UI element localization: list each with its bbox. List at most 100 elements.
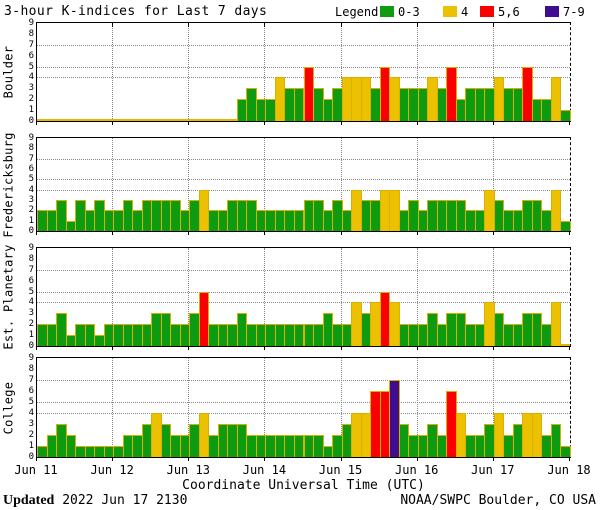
day-tick	[112, 347, 114, 350]
day-tick	[492, 347, 494, 350]
day-tick	[569, 122, 570, 125]
station-label-wrap: Boulder	[0, 22, 17, 122]
k-bar	[550, 424, 562, 457]
top-axis-tick	[264, 23, 266, 27]
gridline-day	[340, 358, 342, 457]
k-bar	[389, 189, 400, 231]
k-bar	[122, 119, 133, 121]
gridline-k5	[37, 402, 570, 403]
gridline-day	[264, 248, 266, 346]
y-tick-label: 4	[28, 184, 34, 195]
k-bar	[389, 302, 400, 346]
x-tick-label: Jun 11	[14, 463, 58, 477]
legend-swatch-5,6	[480, 6, 494, 17]
day-tick	[264, 122, 266, 125]
x-tick-label: Jun 16	[395, 463, 439, 477]
day-tick	[188, 458, 190, 461]
day-tick	[340, 458, 342, 461]
gridline-k5	[37, 179, 570, 181]
k-bar	[208, 119, 218, 121]
station-label: Boulder	[1, 45, 16, 99]
gridline-day	[416, 23, 418, 121]
day-tick	[340, 122, 342, 125]
y-tick-label: 8	[28, 28, 34, 39]
gridline-k4	[37, 189, 570, 191]
top-axis-tick	[112, 23, 114, 27]
chart-title: 3-hour K-indices for Last 7 days	[4, 4, 268, 19]
k-bar	[84, 324, 96, 346]
gridline-k7	[37, 380, 570, 381]
y-tick-label: 0	[28, 226, 34, 236]
k-bar	[160, 119, 171, 121]
y-tick-label: 2	[28, 430, 34, 440]
top-axis-tick	[416, 23, 418, 27]
day-tick	[492, 122, 494, 125]
station-label: Est. Planetary	[1, 244, 16, 350]
panel-college	[36, 357, 571, 458]
day-tick	[264, 232, 266, 235]
k-bar	[389, 380, 400, 457]
gridline-day	[416, 358, 418, 457]
day-tick	[416, 458, 418, 461]
day-tick	[492, 458, 494, 461]
k-bar	[550, 189, 562, 231]
y-tick-label: 3	[28, 83, 34, 94]
y-tick-label: 9	[28, 243, 34, 253]
y-tick-label: 9	[28, 353, 34, 363]
x-axis-title: Coordinate Universal Time (UTC)	[182, 478, 425, 493]
gridline-day	[416, 248, 418, 346]
k-bar	[94, 119, 104, 121]
day-tick	[36, 458, 37, 461]
k-bar	[446, 66, 457, 121]
y-tick-label: 2	[28, 205, 34, 216]
y-tick-label: 2	[28, 319, 34, 330]
station-label-wrap: Fredericksburg	[0, 132, 17, 237]
gridline-day	[264, 358, 266, 457]
day-tick	[416, 232, 418, 235]
gridline-day	[416, 138, 418, 231]
k-bar	[56, 200, 67, 231]
k-bar	[141, 119, 152, 121]
k-bar	[37, 119, 47, 121]
top-axis-tick	[188, 23, 190, 27]
day-tick	[36, 232, 37, 235]
y-tick-label: 8	[28, 143, 34, 154]
y-tick-label: 8	[28, 364, 34, 374]
y-tick-label: 9	[28, 133, 34, 143]
day-tick	[112, 122, 114, 125]
day-tick	[569, 458, 570, 461]
gridline-k4	[37, 413, 570, 414]
y-tick-label: 5	[28, 61, 34, 72]
updated-stamp: Updated 2022 Jun 17 2130	[3, 493, 187, 509]
gridline-k7	[37, 44, 570, 46]
k-bar	[189, 119, 199, 121]
gridline-day	[264, 138, 266, 231]
y-tick-label: 4	[28, 408, 34, 418]
k-bar	[560, 344, 570, 346]
panel-est-planetary	[36, 247, 571, 347]
panel-fredericksburg	[36, 137, 571, 232]
gridline-day	[340, 248, 342, 346]
gridline-day	[492, 248, 494, 346]
day-tick	[264, 347, 266, 350]
y-tick-label: 5	[28, 174, 34, 185]
y-tick-label: 3	[28, 308, 34, 319]
k-bar	[560, 446, 571, 457]
legend-item-label: 5,6	[498, 5, 520, 19]
day-tick	[36, 122, 37, 125]
gridline-day	[112, 138, 114, 231]
day-tick	[416, 122, 418, 125]
legend-swatch-0-3	[380, 6, 394, 17]
k-bar	[198, 119, 209, 121]
y-tick-label: 6	[28, 275, 34, 286]
gridline-day	[340, 138, 342, 231]
station-label-wrap: College	[0, 357, 17, 458]
x-tick-label: Jun 14	[242, 463, 287, 477]
day-tick	[188, 347, 190, 350]
panel-boulder	[36, 22, 571, 122]
day-tick	[188, 232, 190, 235]
gridline-k5	[37, 291, 570, 293]
gridline-day	[340, 23, 342, 121]
y-tick-label: 1	[28, 105, 34, 116]
